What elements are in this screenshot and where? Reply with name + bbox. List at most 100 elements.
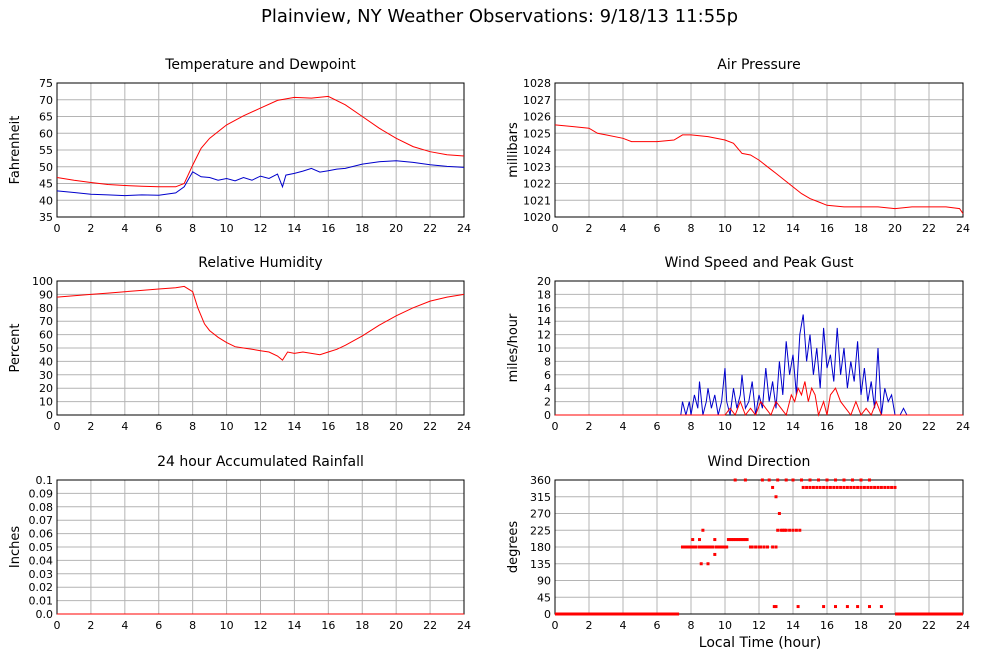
humidity-y-tick-label: 80 xyxy=(39,302,53,315)
wind-speed-x-tick-label: 20 xyxy=(888,420,902,433)
humidity-x-tick-label: 22 xyxy=(423,420,437,433)
wind-direction-point xyxy=(869,485,873,489)
wind-direction-point xyxy=(893,485,897,489)
wind-speed-y-tick-label: 4 xyxy=(544,382,551,395)
rainfall-y-tick-label: 0.1 xyxy=(36,474,54,487)
wind-direction-point xyxy=(730,538,734,542)
wind-direction-point xyxy=(842,478,846,482)
wind-direction-point xyxy=(725,545,729,549)
wind-direction-point xyxy=(849,485,853,489)
humidity-y-tick-label: 70 xyxy=(39,315,53,328)
wind-direction-point xyxy=(856,605,860,609)
wind-direction-point xyxy=(762,545,766,549)
wind-speed-y-tick-label: 16 xyxy=(537,302,551,315)
humidity-x-tick-label: 16 xyxy=(321,420,335,433)
wind-direction-point xyxy=(890,485,894,489)
wind-direction-x-tick-label: 0 xyxy=(552,619,559,632)
wind-direction-y-tick-label: 0 xyxy=(544,608,551,621)
wind-direction-point xyxy=(832,485,836,489)
wind-speed-y-tick-label: 12 xyxy=(537,329,551,342)
pressure-y-tick-label: 1028 xyxy=(523,77,551,90)
rainfall-y-tick-label: 0.02 xyxy=(29,581,54,594)
wind-speed-x-tick-label: 18 xyxy=(854,420,868,433)
wind-direction-point xyxy=(866,485,870,489)
pressure-y-tick-label: 1025 xyxy=(523,127,551,140)
wind-direction-y-tick-label: 315 xyxy=(530,491,551,504)
wind-direction-point xyxy=(704,545,708,549)
wind-direction-point xyxy=(682,545,686,549)
wind-direction-point xyxy=(886,485,890,489)
pressure-x-tick-label: 20 xyxy=(888,222,902,235)
temperature-x-tick-label: 10 xyxy=(220,222,234,235)
wind-direction-point xyxy=(791,528,795,532)
wind-direction-point xyxy=(733,478,737,482)
humidity-y-tick-label: 20 xyxy=(39,382,53,395)
wind-direction-x-tick-label: 4 xyxy=(620,619,627,632)
wind-speed-y-tick-label: 8 xyxy=(544,355,551,368)
rainfall-y-tick-label: 0.06 xyxy=(29,528,54,541)
wind-direction-point xyxy=(788,528,792,532)
wind-direction-point xyxy=(774,545,778,549)
wind-direction-point xyxy=(692,545,696,549)
rainfall-x-tick-label: 2 xyxy=(87,619,94,632)
pressure-x-tick-label: 14 xyxy=(786,222,800,235)
temperature-chart-title: Temperature and Dewpoint xyxy=(164,57,356,73)
wind-direction-point xyxy=(745,538,749,542)
temperature-x-tick-label: 0 xyxy=(54,222,61,235)
temperature-x-tick-label: 4 xyxy=(121,222,128,235)
wind-direction-point xyxy=(859,478,863,482)
rainfall-x-tick-label: 8 xyxy=(189,619,196,632)
wind-direction-y-tick-label: 90 xyxy=(537,575,551,588)
humidity-y-tick-label: 60 xyxy=(39,329,53,342)
wind-direction-point xyxy=(728,538,732,542)
wind-direction-point xyxy=(825,485,829,489)
rainfall-y-tick-label: 0.0 xyxy=(36,608,54,621)
wind-direction-y-tick-label: 225 xyxy=(530,524,551,537)
rainfall-x-tick-label: 12 xyxy=(254,619,268,632)
wind-direction-point xyxy=(691,545,695,549)
wind-direction-point xyxy=(791,478,795,482)
wind-speed-x-tick-label: 8 xyxy=(688,420,695,433)
temperature-x-tick-label: 18 xyxy=(355,222,369,235)
wind-direction-point xyxy=(706,545,710,549)
temperature-y-axis-label: Fahrenheit xyxy=(8,116,23,185)
wind-direction-x-tick-label: 16 xyxy=(820,619,834,632)
wind-direction-point xyxy=(716,545,720,549)
wind-direction-point xyxy=(757,545,761,549)
wind-direction-point xyxy=(798,528,802,532)
wind-direction-point xyxy=(698,538,701,542)
wind-direction-x-tick-label: 12 xyxy=(752,619,766,632)
wind-direction-point xyxy=(873,485,877,489)
wind-direction-point xyxy=(774,495,778,499)
rainfall-y-tick-label: 0.07 xyxy=(29,514,54,527)
wind-direction-point xyxy=(781,528,785,532)
humidity-series-red-line xyxy=(56,285,465,361)
wind-direction-y-tick-label: 360 xyxy=(530,474,551,487)
pressure-plot-frame xyxy=(554,82,964,218)
pressure-y-tick-label: 1021 xyxy=(523,194,551,207)
wind-direction-point xyxy=(835,485,839,489)
wind-direction-point xyxy=(742,538,746,542)
rainfall-chart-title: 24 hour Accumulated Rainfall xyxy=(157,454,364,470)
wind-direction-point xyxy=(723,545,727,549)
wind-direction-point xyxy=(834,478,837,482)
humidity-y-tick-label: 10 xyxy=(39,396,53,409)
wind-direction-point xyxy=(743,478,747,482)
wind-direction-x-tick-label: 2 xyxy=(586,619,593,632)
temperature-x-tick-label: 8 xyxy=(189,222,196,235)
wind-direction-point xyxy=(851,478,854,482)
wind-speed-plot-frame xyxy=(554,280,964,416)
temperature-y-tick-label: 65 xyxy=(39,111,53,124)
humidity-y-tick-label: 100 xyxy=(32,275,53,288)
humidity-y-tick-label: 30 xyxy=(39,369,53,382)
rainfall-x-tick-label: 22 xyxy=(423,619,437,632)
wind-direction-plot-frame xyxy=(554,479,964,615)
pressure-y-tick-label: 1024 xyxy=(523,144,551,157)
wind-direction-point xyxy=(822,605,826,609)
wind-direction-point xyxy=(699,562,703,566)
wind-speed-y-tick-label: 6 xyxy=(544,369,551,382)
pressure-x-tick-label: 12 xyxy=(752,222,766,235)
pressure-x-tick-label: 18 xyxy=(854,222,868,235)
